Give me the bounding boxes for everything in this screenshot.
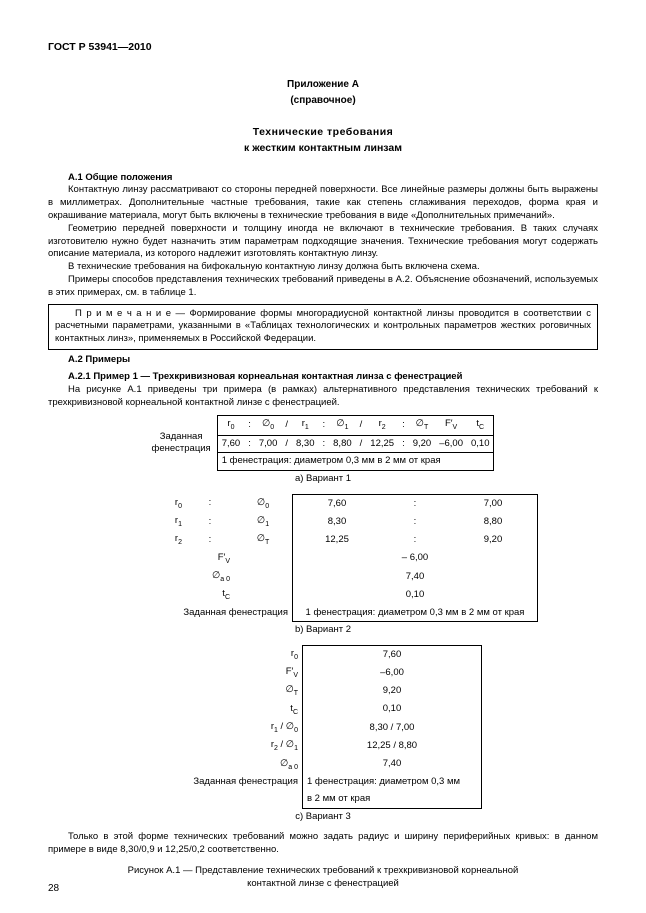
variant-c-wrap: r0 7,60 F′V –6,00 ∅T 9,20 tC 0,10 r1 / ∅… (48, 645, 598, 808)
note-box: П р и м е ч а н и е — Формирование формы… (48, 304, 598, 350)
standard-header: ГОСТ Р 53941—2010 (48, 40, 598, 54)
a1-p1: Контактную линзу рассматривают со сторон… (48, 184, 598, 222)
page: ГОСТ Р 53941—2010 Приложение А (справочн… (0, 0, 646, 913)
variant-b-table: r0 : ∅0 7,60 : 7,00 r1 : ∅1 8,30 : 8,80 … (108, 494, 538, 622)
a21-text: На рисунке А.1 приведены три примера (в … (48, 384, 598, 410)
fenestr-b: 1 фенестрация: диаметром 0,3 мм в 2 мм о… (293, 605, 538, 622)
a1-p4: Примеры способов представления техническ… (48, 274, 598, 300)
a1-p2: Геометрию передней поверхности и толщину… (48, 223, 598, 261)
section-a1-heading: А.1 Общие положения (48, 172, 598, 185)
main-title-2: к жестким контактным линзам (48, 141, 598, 155)
fenestr-a: 1 фенестрация: диаметром 0,3 мм в 2 мм о… (217, 453, 494, 471)
side-label-a: Заданнаяфенестрация (152, 416, 218, 471)
variant-a-caption: a) Вариант 1 (48, 473, 598, 486)
a1-p3: В технические требования на бифокальную … (48, 261, 598, 274)
main-title-1: Технические требования (48, 125, 598, 139)
page-number: 28 (48, 882, 59, 896)
a21-heading: А.2.1 Пример 1 — Трехкривизновая корнеал… (48, 371, 598, 384)
appendix-type: (справочное) (48, 94, 598, 108)
note-text: П р и м е ч а н и е — Формирование формы… (55, 308, 591, 346)
variant-b-caption: b) Вариант 2 (48, 624, 598, 637)
footnote: Только в этой форме технических требован… (48, 831, 598, 857)
variant-c-table: r0 7,60 F′V –6,00 ∅T 9,20 tC 0,10 r1 / ∅… (164, 645, 482, 808)
appendix-label: Приложение А (48, 78, 598, 92)
figure-caption: Рисунок А.1 — Представление технических … (48, 865, 598, 891)
variant-b-wrap: r0 : ∅0 7,60 : 7,00 r1 : ∅1 8,30 : 8,80 … (48, 494, 598, 622)
variant-c-caption: c) Вариант 3 (48, 811, 598, 824)
variant-a-table: Заданнаяфенестрация r0 : ∅0 / r1 : ∅1 / … (152, 415, 495, 471)
variant-a-wrap: Заданнаяфенестрация r0 : ∅0 / r1 : ∅1 / … (48, 415, 598, 471)
section-a2-heading: А.2 Примеры (48, 354, 598, 367)
